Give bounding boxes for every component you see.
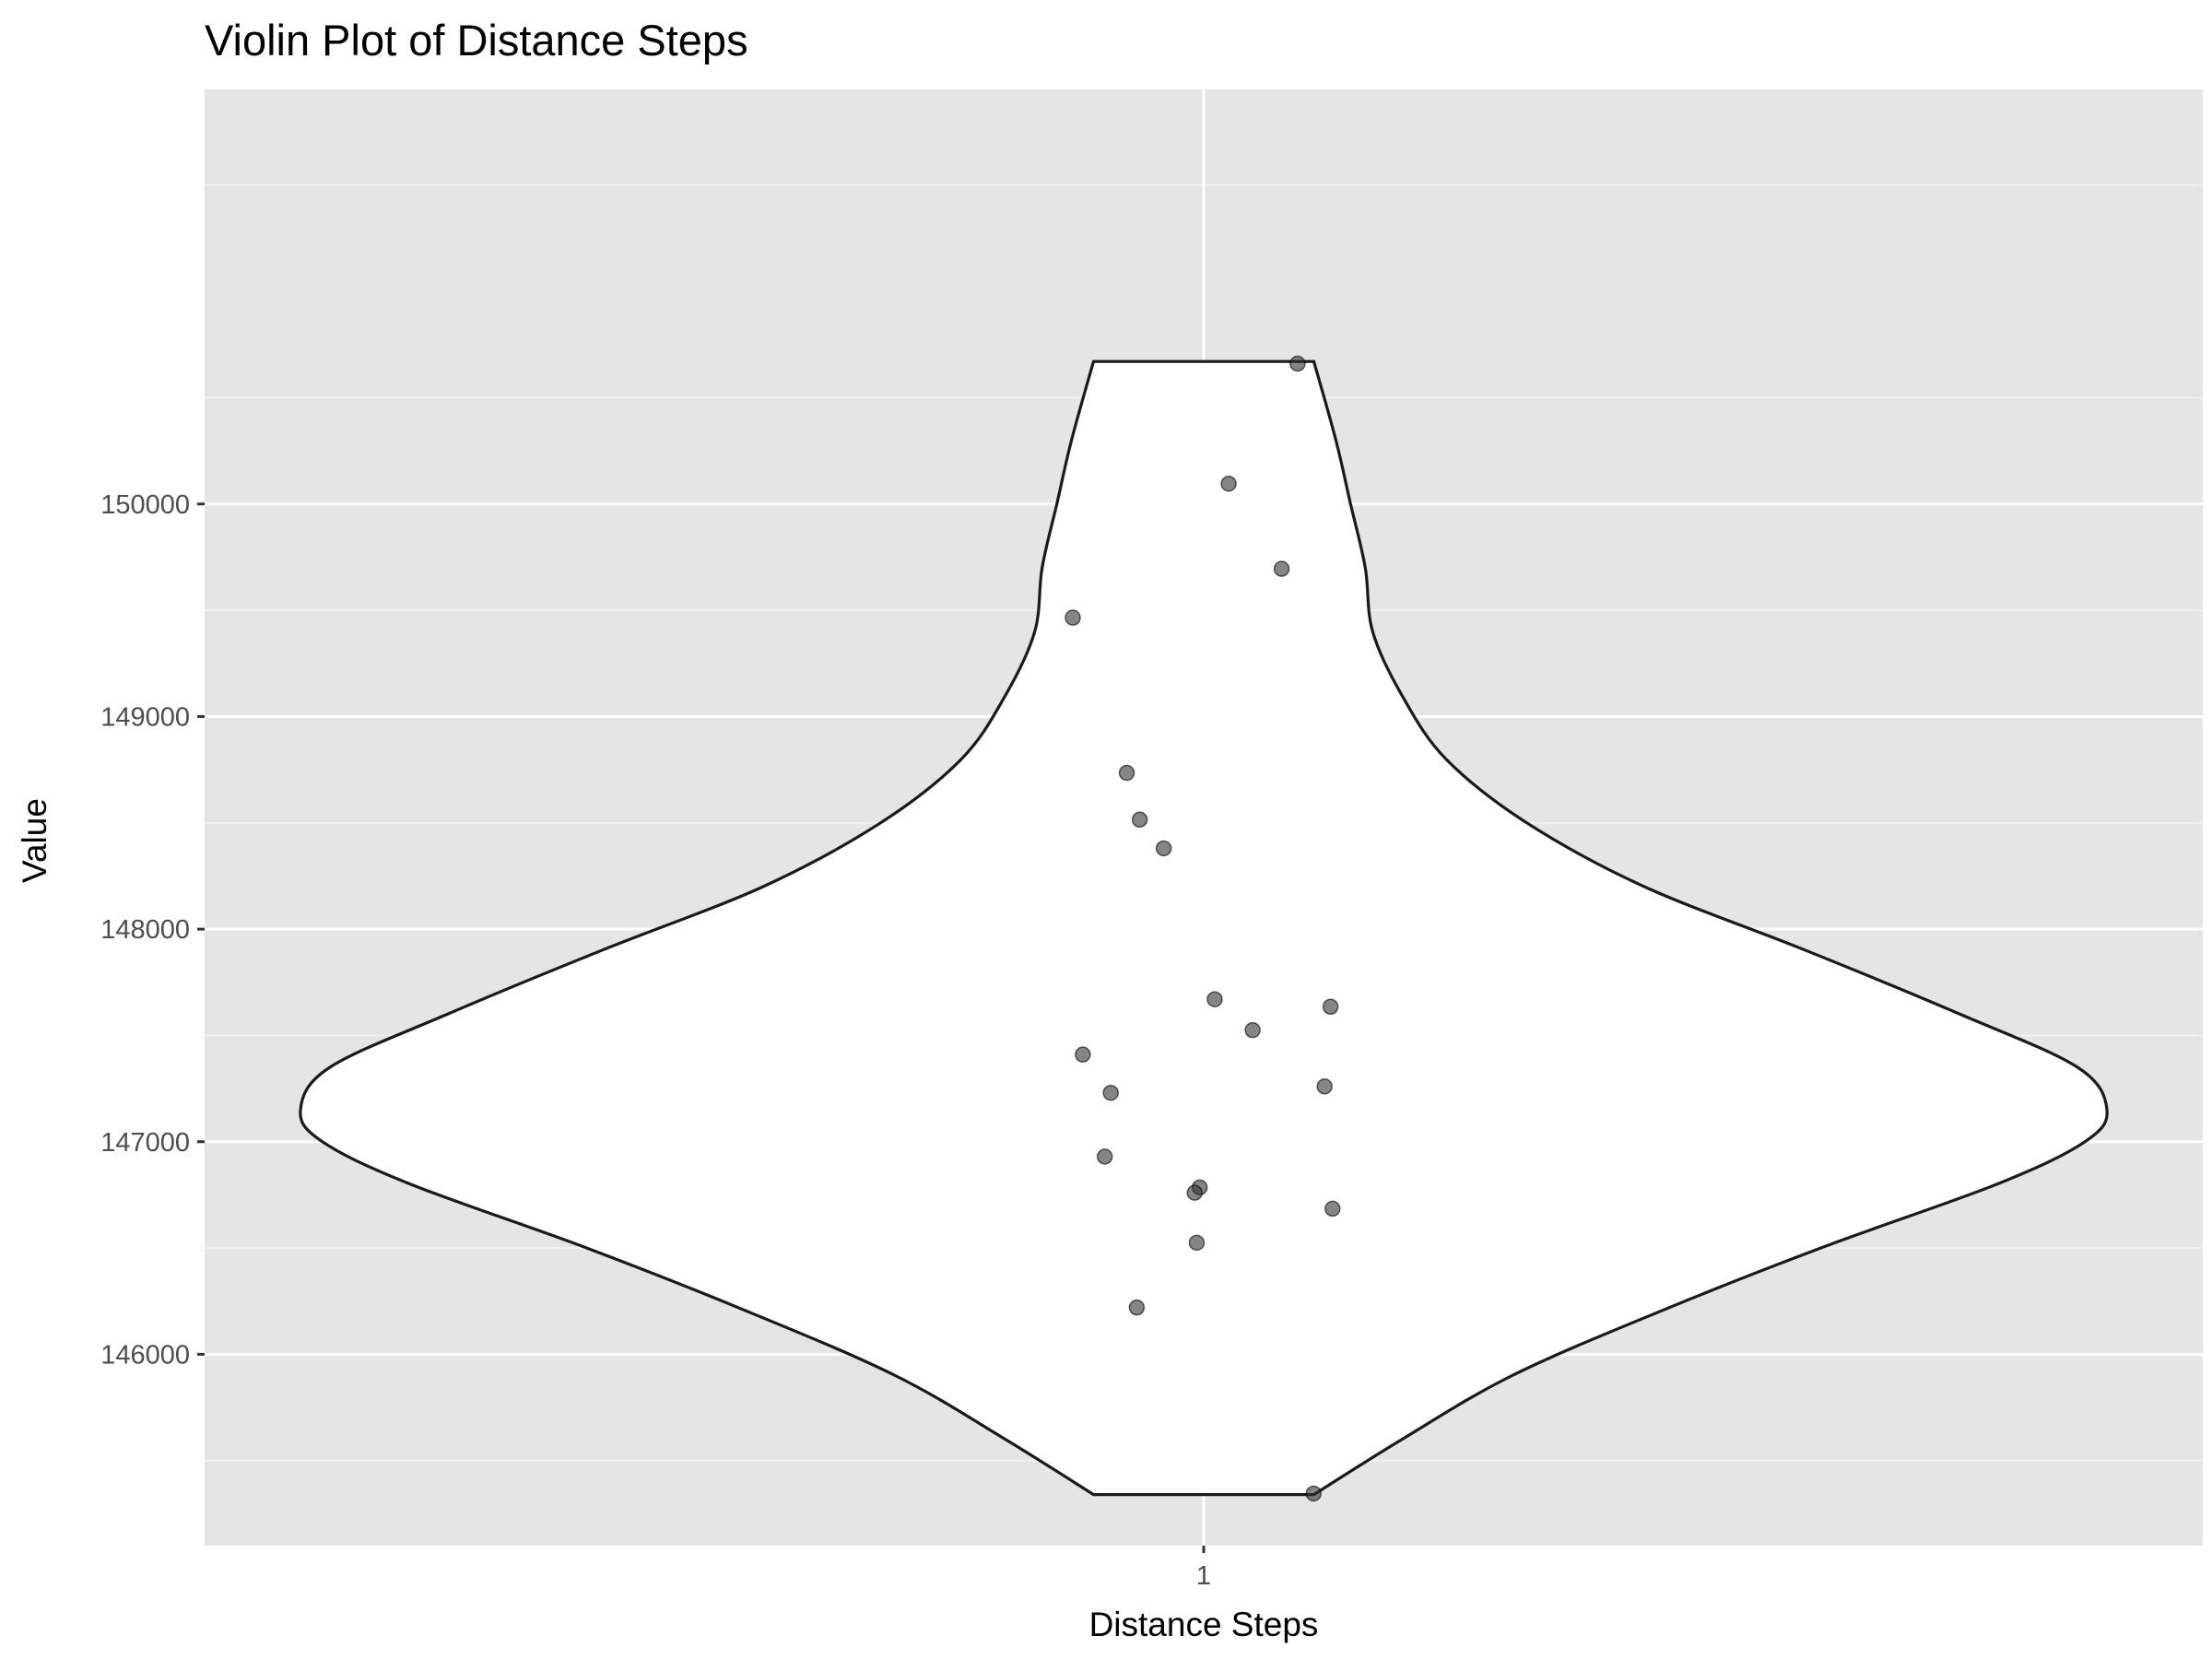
data-point bbox=[1220, 476, 1237, 492]
y-tick-label: 149000 bbox=[100, 702, 190, 732]
x-tick-label: 1 bbox=[1196, 1561, 1211, 1591]
y-axis: 146000 147000 148000 149000 150000 bbox=[100, 490, 205, 1370]
y-tick-label: 150000 bbox=[100, 490, 190, 520]
data-point bbox=[1118, 764, 1135, 782]
y-axis-label: Value bbox=[16, 798, 53, 883]
data-point bbox=[1096, 1148, 1113, 1165]
y-tick-label: 147000 bbox=[100, 1128, 190, 1158]
violin-shape bbox=[299, 359, 2109, 1497]
y-tick-label: 148000 bbox=[100, 915, 190, 945]
chart-title: Violin Plot of Distance Steps bbox=[205, 16, 748, 65]
data-point bbox=[1322, 998, 1339, 1016]
data-point bbox=[1324, 1200, 1341, 1218]
data-point bbox=[1128, 1299, 1146, 1316]
data-point bbox=[1155, 840, 1172, 857]
data-point bbox=[1305, 1485, 1322, 1502]
x-axis-label: Distance Steps bbox=[1089, 1606, 1319, 1643]
data-point bbox=[1131, 811, 1148, 829]
data-point bbox=[1206, 991, 1223, 1007]
data-point bbox=[1186, 1184, 1203, 1201]
data-point bbox=[1273, 560, 1290, 577]
y-tick-label: 146000 bbox=[100, 1340, 190, 1370]
data-point bbox=[1316, 1078, 1333, 1095]
data-point bbox=[1244, 1021, 1261, 1039]
data-point bbox=[1289, 355, 1306, 372]
data-point bbox=[1065, 609, 1081, 626]
data-point bbox=[1188, 1234, 1206, 1252]
data-point bbox=[1075, 1046, 1091, 1063]
jitter-points bbox=[1065, 355, 1341, 1502]
data-point bbox=[1102, 1084, 1119, 1101]
x-axis: 1 bbox=[1196, 1546, 1211, 1591]
